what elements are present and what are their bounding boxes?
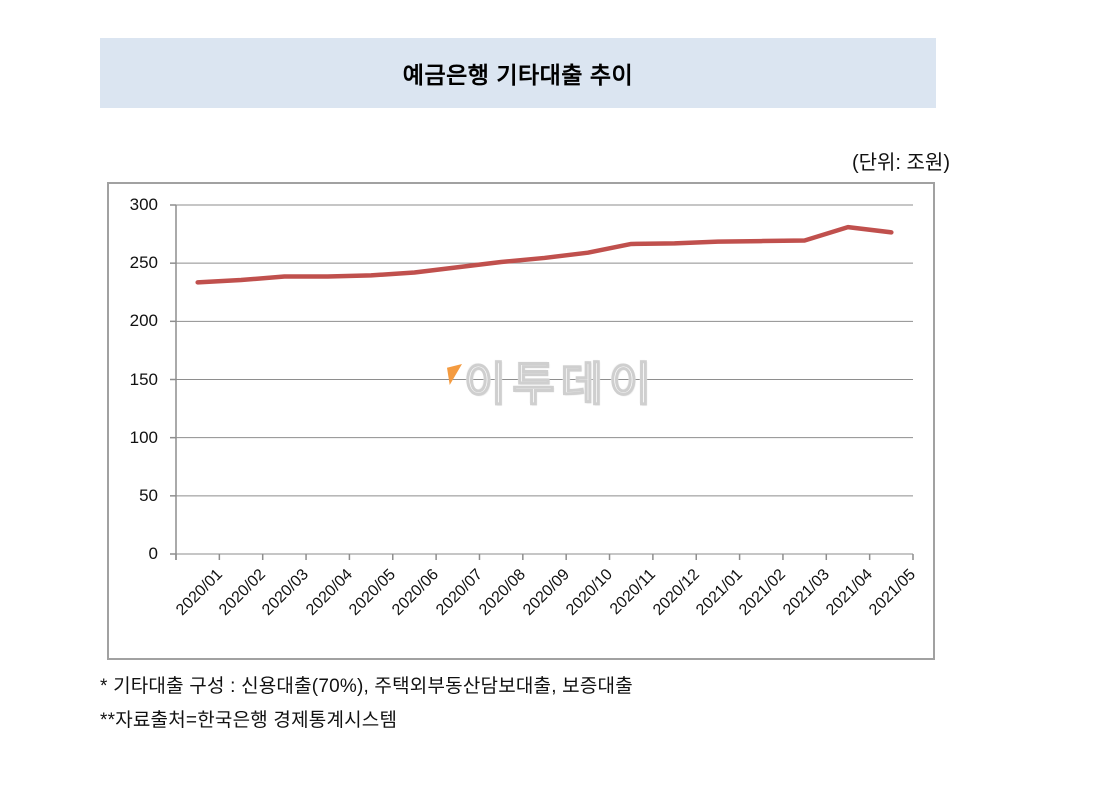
footnote-source: **자료출처=한국은행 경제통계시스템 [100,710,398,731]
series-line-기타대출 [195,224,894,285]
unit-label: (단위: 조원) [851,152,950,174]
y-axis-tick-label: 300 [129,195,158,214]
footnotes: * 기타대출 구성 : 신용대출(70%), 주택외부동산담보대출, 보증대출 … [100,670,633,738]
line-chart-canvas [170,204,914,560]
y-axis-tick-label: 200 [129,311,158,331]
y-axis-tick-label: 100 [129,427,158,447]
chart-area: 0 50 100 150 200 250 300 2020/01 2020/02 2020/03… [107,182,935,660]
y-axis-tick-label: 250 [129,253,158,273]
y-axis-tick-label: 150 [129,369,158,389]
y-axis-tick-label: 50 [139,485,158,505]
y-axis-tick-label: 0 [148,544,158,563]
chart-title: 예금은행 기타대출 추이 [402,62,634,88]
chart-title-bar: 예금은행 기타대출 추이 [100,38,936,108]
footnote-composition: * 기타대출 구성 : 신용대출(70%), 주택외부동산담보대출, 보증대출 [100,676,633,697]
